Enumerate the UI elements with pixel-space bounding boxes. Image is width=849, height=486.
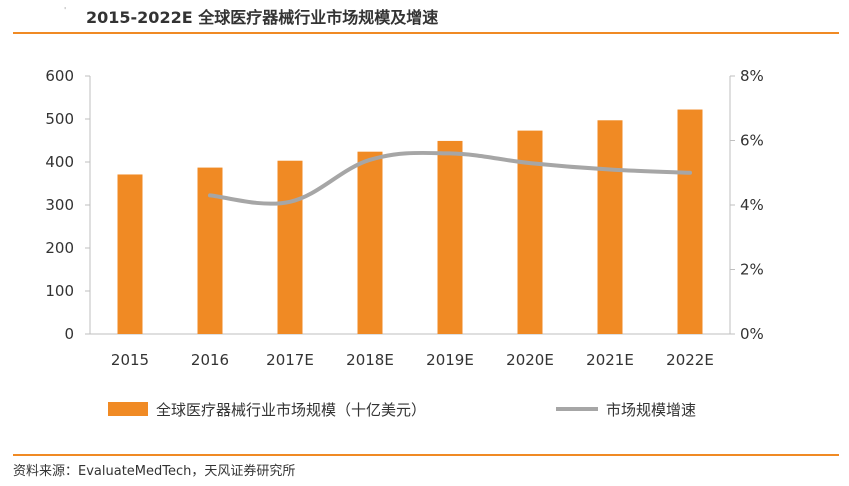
left-axis-tick-label: 500	[45, 110, 74, 128]
left-axis-tick-label: 300	[45, 196, 74, 214]
x-axis-tick-label: 2016	[191, 351, 229, 369]
bar	[437, 140, 463, 334]
x-axis-tick-label: 2022E	[666, 351, 714, 369]
bar	[357, 151, 383, 334]
bar	[277, 160, 303, 334]
right-axis-tick-label: 4%	[740, 196, 764, 214]
bar-series	[117, 109, 703, 334]
right-axis-tick-label: 8%	[740, 67, 764, 85]
x-axis-tick-label: 2015	[111, 351, 149, 369]
x-axis-tick-label: 2018E	[346, 351, 394, 369]
growth-line	[208, 150, 692, 206]
bottom-divider	[13, 454, 839, 456]
x-axis-labels: 2015 2016 2017E 2018E 2019E 2020E 2021E 2022E	[111, 351, 714, 369]
bar	[117, 174, 143, 334]
x-axis-tick-label: 2017E	[266, 351, 314, 369]
left-axis-tick-label: 200	[45, 239, 74, 257]
bar	[597, 120, 623, 334]
legend-bar-label: 全球医疗器械行业市场规模（十亿美元）	[156, 401, 426, 419]
right-axis-tick-label: 2%	[740, 261, 764, 279]
right-axis-tick-label: 0%	[740, 325, 764, 343]
legend-bar-swatch	[108, 402, 148, 416]
x-axis-tick-label: 2020E	[506, 351, 554, 369]
left-axis-tick-label: 0	[64, 325, 74, 343]
bar	[677, 109, 703, 334]
left-axis-tick-label: 600	[45, 67, 74, 85]
header-marker: '	[64, 6, 67, 15]
left-axis-tick-label: 100	[45, 282, 74, 300]
right-axis: 0% 2% 4% 6% 8%	[729, 67, 764, 343]
bar	[197, 167, 223, 334]
page-title: 2015-2022E 全球医疗器械行业市场规模及增速	[86, 8, 439, 27]
left-axis: 0 100 200 300 400 500 600	[45, 67, 730, 343]
x-axis-tick-label: 2021E	[586, 351, 634, 369]
top-divider	[13, 32, 839, 34]
legend-line-label: 市场规模增速	[606, 401, 696, 419]
x-axis-tick-label: 2019E	[426, 351, 474, 369]
right-axis-tick-label: 6%	[740, 132, 764, 150]
left-axis-tick-label: 400	[45, 153, 74, 171]
source-note: 资料来源：EvaluateMedTech，天风证券研究所	[13, 464, 296, 479]
legend: 全球医疗器械行业市场规模（十亿美元） 市场规模增速	[108, 401, 696, 419]
line-series	[208, 150, 692, 206]
